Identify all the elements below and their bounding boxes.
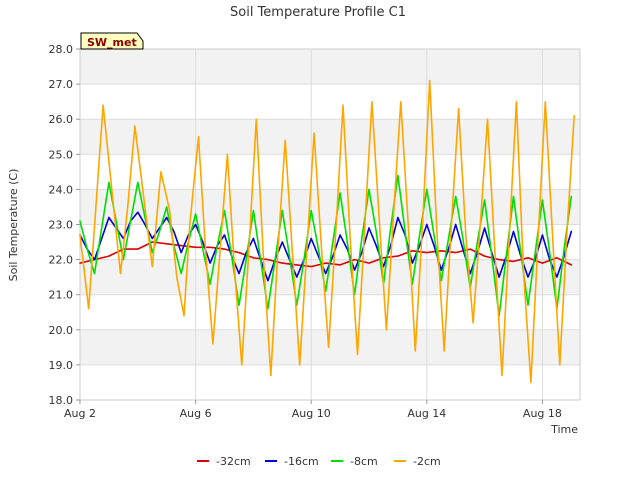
series-line-32cm <box>79 241 573 268</box>
site-badge: SW_met <box>80 32 144 50</box>
chart-title: Soil Temperature Profile C1 <box>230 5 406 20</box>
plot-band <box>80 189 580 225</box>
site-badge-label: SW_met <box>87 36 137 49</box>
y-axis-label: Soil Temperature (C) <box>7 169 20 282</box>
series-layer <box>79 79 576 384</box>
x-tick-label: Aug 10 <box>292 407 331 420</box>
plot-band <box>80 119 580 155</box>
x-axis-label: Time <box>550 423 578 436</box>
plot-band <box>80 49 580 85</box>
x-tick-label: Aug 18 <box>523 407 562 420</box>
plot-band <box>80 154 580 190</box>
plot-band <box>80 224 580 260</box>
plot-band <box>80 84 580 120</box>
x-tick-label: Aug 14 <box>407 407 446 420</box>
y-tick-label: 22.0 <box>49 254 74 267</box>
y-tick-label: 23.0 <box>49 219 74 232</box>
legend-label: -2cm <box>413 455 441 468</box>
y-tick-label: 19.0 <box>49 359 74 372</box>
y-tick-label: 24.0 <box>49 183 74 196</box>
legend: -32cm -16cm -8cm -2cm <box>197 455 441 468</box>
x-tick-label: Aug 6 <box>180 407 212 420</box>
legend-label: -32cm <box>216 455 251 468</box>
series-line-8cm <box>79 174 573 317</box>
y-tick-label: 20.0 <box>49 324 74 337</box>
y-axis-ticks: 18.0 19.0 20.0 21.0 22.0 23.0 24.0 25.0 26.0 27.0… <box>49 43 80 407</box>
legend-label: -8cm <box>350 455 378 468</box>
x-tick-label: Aug 2 <box>64 407 96 420</box>
legend-label: -16cm <box>284 455 319 468</box>
x-axis-ticks: Aug 2 Aug 6 Aug 10 Aug 14 Aug 18 <box>64 400 562 420</box>
y-tick-label: 26.0 <box>49 113 74 126</box>
y-tick-label: 27.0 <box>49 78 74 91</box>
plot-band <box>80 364 580 400</box>
y-tick-label: 28.0 <box>49 43 74 56</box>
series-line-2cm <box>79 79 576 384</box>
y-tick-label: 18.0 <box>49 394 74 407</box>
y-tick-label: 21.0 <box>49 289 74 302</box>
y-tick-label: 25.0 <box>49 148 74 161</box>
